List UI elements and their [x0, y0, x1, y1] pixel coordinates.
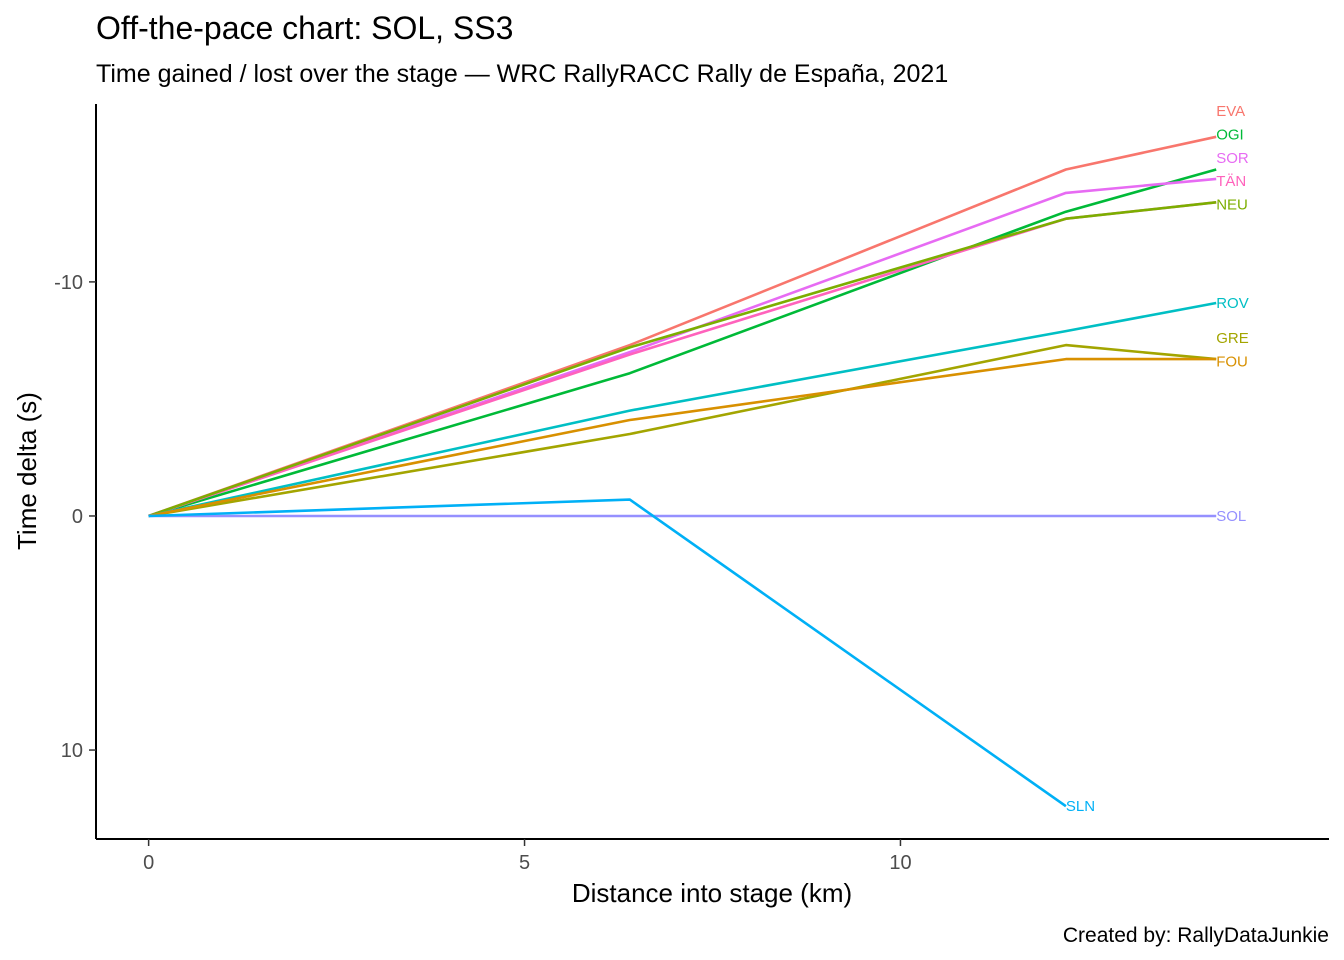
plot-area: EVA OGI SOR TÄN NEU ROV GRE FOU SOL SLN 0 5 10 -10 0… — [54, 103, 1329, 874]
series-label-gre: GRE — [1216, 330, 1249, 347]
x-tick-label: 0 — [143, 852, 154, 874]
series-label-ogi: OGI — [1216, 126, 1244, 143]
y-tick-label: -10 — [54, 272, 83, 294]
series-label-sol: SOL — [1216, 508, 1246, 525]
series-label-tän: TÄN — [1216, 173, 1246, 190]
chart-caption: Created by: RallyDataJunkie — [1063, 924, 1329, 947]
chart-subtitle: Time gained / lost over the stage — WRC … — [96, 60, 948, 88]
x-tick-label: 5 — [519, 852, 530, 874]
series-line-ogi — [148, 168, 1217, 518]
y-axis-title: Time delta (s) — [12, 392, 42, 550]
x-tick-label: 10 — [889, 852, 911, 874]
series-line-neu — [148, 201, 1217, 518]
series-label-neu: NEU — [1216, 197, 1248, 214]
y-tick-label: 10 — [61, 740, 83, 762]
series-label-eva: EVA — [1216, 103, 1245, 120]
chart-title: Off-the-pace chart: SOL, SS3 — [96, 10, 513, 46]
series-label-rov: ROV — [1216, 295, 1249, 312]
y-tick-label: 0 — [72, 506, 83, 528]
x-axis-ticks: 0 5 10 — [143, 839, 912, 874]
series-label-sln: SLN — [1066, 798, 1095, 815]
series-line-gre — [148, 343, 1217, 518]
series-label-fou: FOU — [1216, 353, 1248, 370]
series-line-rov — [148, 301, 1217, 518]
series-line-sln — [148, 498, 1067, 808]
series-lines — [148, 135, 1217, 808]
y-axis-ticks: -10 0 10 — [54, 272, 96, 762]
series-labels: EVA OGI SOR TÄN NEU ROV GRE FOU SOL SLN — [1066, 103, 1249, 815]
series-label-sor: SOR — [1216, 150, 1249, 167]
series-line-fou — [148, 357, 1217, 518]
x-axis-title: Distance into stage (km) — [572, 878, 852, 908]
